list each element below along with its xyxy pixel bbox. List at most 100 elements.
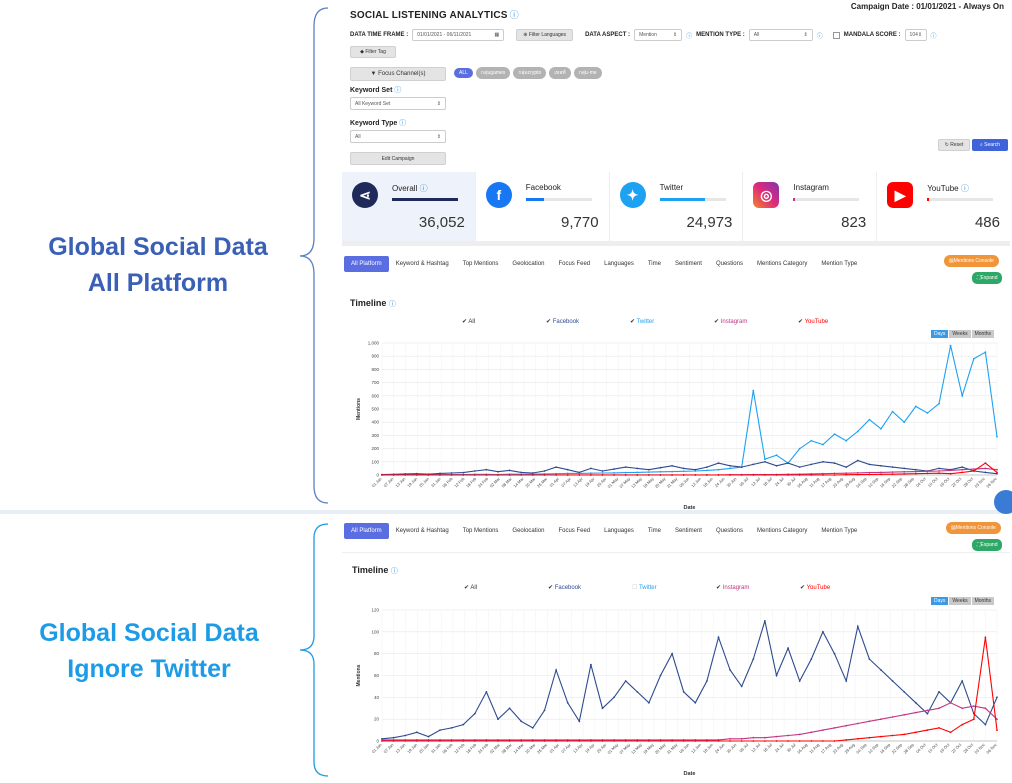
data-point-instagram [926,470,929,473]
data-point-youtube [392,474,395,476]
reset-icon: ↻ [944,142,951,148]
period-months[interactable]: Months [971,330,995,338]
tab-questions[interactable]: Questions [715,261,743,267]
tab-focus-feed[interactable]: Focus Feed [558,528,591,534]
legend-all[interactable]: ✔ All [462,318,475,325]
tab-mention-type[interactable]: Mention Type [821,528,858,534]
filter-tag-button[interactable]: ◆ Filter Tag [350,46,396,58]
card-facebook[interactable]: f Facebook 9,770 [476,172,610,242]
x-tick-label: 18 Jun [702,476,714,488]
legend-instagram[interactable]: ✔ Instagram [716,584,749,591]
tab-languages[interactable]: Languages [604,528,634,534]
data-point-facebook [810,658,813,660]
data-point-twitter [891,410,894,413]
legend-youtube[interactable]: ✔ YouTube [800,584,830,591]
date-range-input[interactable]: 01/01/2021 - 06/11/2021 ▦ [412,29,505,41]
card-youtube[interactable]: ▶ YouTube ⓘ 486 [877,172,1010,242]
x-tick-label: 28 Oct [962,742,974,754]
data-aspect-select[interactable]: Mention ⇕ [634,29,683,41]
data-point-instagram [822,472,824,475]
period-months[interactable]: Months [971,597,995,605]
card-instagram[interactable]: ◎ Instagram 823 [743,172,878,242]
data-point-facebook [439,472,441,475]
search-button[interactable]: ⌕ Search [972,139,1008,151]
tab-all-platform[interactable]: All Platform [344,523,389,539]
tab-time[interactable]: Time [647,261,661,267]
data-point-youtube [450,740,453,742]
tab-sentiment[interactable]: Sentiment [674,528,702,534]
card-bar [525,198,592,201]
tab-sentiment[interactable]: Sentiment [674,261,702,267]
tab-time[interactable]: Time [647,528,661,534]
data-point-youtube [752,474,755,476]
data-point-twitter [624,471,627,474]
x-tick-label: 06 Jun [678,476,690,488]
info-icon: ⓘ [388,301,396,308]
chip-crypto[interactable]: กลุ่มcrypto [513,67,547,79]
focus-channel-button[interactable]: ▼ Focus Channel(s) [350,67,446,81]
data-point-facebook [891,680,894,682]
legend-facebook[interactable]: ✔ Facebook [546,318,579,325]
data-point-youtube [717,474,720,476]
y-tick-label: 200 [371,446,379,451]
tab-mentions-category[interactable]: Mentions Category [756,261,808,267]
chat-icon[interactable] [994,490,1012,514]
x-tick-label: 24 Feb [477,476,490,489]
tab-geolocation[interactable]: Geolocation [512,528,545,534]
tab-keyword-hashtag[interactable]: Keyword & Hashtag [395,261,449,267]
tab-all-platform[interactable]: All Platform [344,256,389,272]
tab-top-mentions[interactable]: Top Mentions [462,261,499,267]
tab-focus-feed[interactable]: Focus Feed [558,261,591,267]
legend-youtube[interactable]: ✔ YouTube [798,318,828,325]
data-point-youtube [624,474,627,476]
data-point-instagram [926,709,929,712]
mentions-console-button[interactable]: ▤Mentions Console [946,522,1001,534]
period-weeks[interactable]: Weeks [949,597,971,605]
mandala-checkbox[interactable] [832,31,840,39]
tab-keyword-hashtag[interactable]: Keyword & Hashtag [395,528,449,534]
legend-twitter[interactable]: ✔ Twitter [630,318,654,325]
y-tick-label: 500 [371,407,379,412]
card-overall[interactable]: ⋖ Overall ⓘ 36,052 [342,172,476,242]
data-point-facebook [450,472,453,474]
expand-button[interactable]: ⛶Expand [972,539,1003,551]
data-point-youtube [508,474,511,476]
legend-facebook[interactable]: ✔ Facebook [548,584,581,591]
legend-all[interactable]: ✔ All [464,584,477,591]
data-point-facebook [938,467,940,470]
keyword-type-select[interactable]: All ⇕ [350,130,446,143]
info-icon: ⓘ [390,568,398,575]
period-days[interactable]: Days [931,597,949,605]
expand-button[interactable]: ⛶Expand [972,272,1003,284]
tab-questions[interactable]: Questions [715,528,743,534]
tab-mentions-category[interactable]: Mentions Category [756,528,808,534]
chip-games[interactable]: กลุ่มgames [475,67,511,79]
data-point-facebook [764,460,766,463]
keyword-set-select[interactable]: All Keyword Set ⇕ [350,97,446,110]
chip-all[interactable]: ALL [454,68,473,78]
period-weeks[interactable]: Weeks [949,330,971,338]
legend-instagram[interactable]: ✔ Instagram [714,318,747,325]
chip-me[interactable]: กลุ่ม-me [573,67,602,79]
mentions-console-button[interactable]: ▤Mentions Console [944,255,999,267]
legend-twitter[interactable]: ☐ Twitter [632,584,657,591]
y-tick-label: 100 [371,629,379,634]
mention-type-select[interactable]: All ⇕ [748,29,813,41]
mandala-score-select[interactable]: 104 ⇕ [904,29,927,41]
x-tick-label: 10 Sep [867,742,880,755]
period-days[interactable]: Days [931,330,949,338]
x-tick-label: 16 Oct [939,742,951,754]
tab-geolocation[interactable]: Geolocation [512,261,545,267]
tab-mention-type[interactable]: Mention Type [821,261,858,267]
card-twitter[interactable]: ✦ Twitter 24,973 [610,172,744,242]
filter-languages-button[interactable]: ⊕ Filter Languages [516,29,574,41]
edit-campaign-button[interactable]: Edit Campaign [350,152,446,165]
tab-languages[interactable]: Languages [604,261,634,267]
data-point-youtube [833,474,836,476]
reset-button[interactable]: ↻ Reset [938,139,970,151]
data-point-instagram [949,701,952,704]
tab-top-mentions[interactable]: Top Mentions [462,528,499,534]
data-point-youtube [926,729,929,731]
chip-test[interactable]: เทสท์ [549,67,571,79]
data-point-facebook [415,731,418,734]
